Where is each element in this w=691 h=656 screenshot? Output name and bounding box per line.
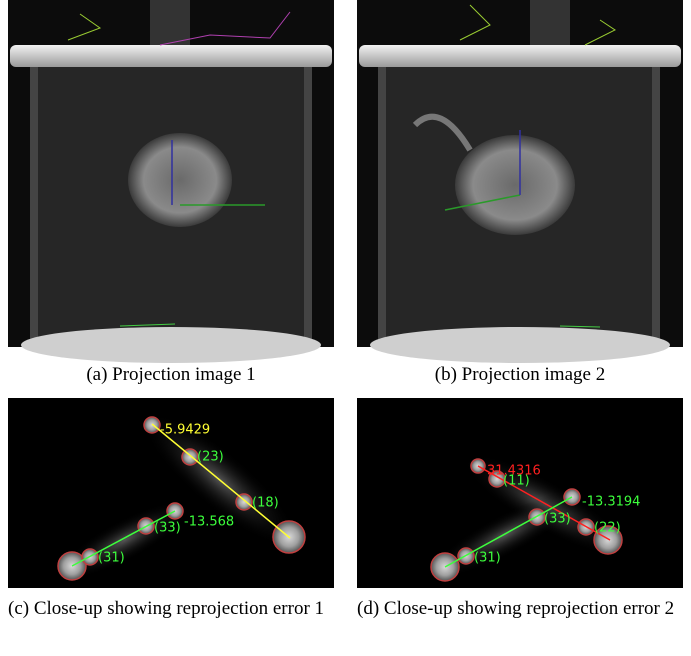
error-label: -13.3194 <box>582 495 640 510</box>
point-label: (22) <box>594 521 621 536</box>
page: {"figure": {"panels": [ {"caption": "(a)… <box>0 0 691 656</box>
caption: (a) Projection image 1 <box>8 364 334 386</box>
figure: -5.9429 (23) (18) (33) -13.568 (31) 31.4… <box>0 0 691 656</box>
error-label: -13.568 <box>184 515 234 530</box>
close-up-2: 31.4316 (11) (22) -13.3194 (33) (31) <box>357 398 683 593</box>
point-label: (23) <box>197 450 224 465</box>
caption: (c) Close-up showing reprojection error … <box>8 598 334 620</box>
caption: (b) Projection image 2 <box>357 364 683 386</box>
point-label: (33) <box>154 521 181 536</box>
close-up-1: -5.9429 (23) (18) (33) -13.568 (31) <box>8 394 334 593</box>
point-label: (31) <box>98 551 125 566</box>
point-label: (11) <box>503 474 530 489</box>
projection-image-2 <box>357 0 683 363</box>
point-label: (31) <box>474 551 501 566</box>
error-label: -5.9429 <box>160 423 210 438</box>
point-label: (18) <box>252 496 279 511</box>
point-label: (33) <box>544 512 571 527</box>
caption: (d) Close-up showing reprojection error … <box>357 598 683 620</box>
projection-image-1 <box>8 0 334 363</box>
